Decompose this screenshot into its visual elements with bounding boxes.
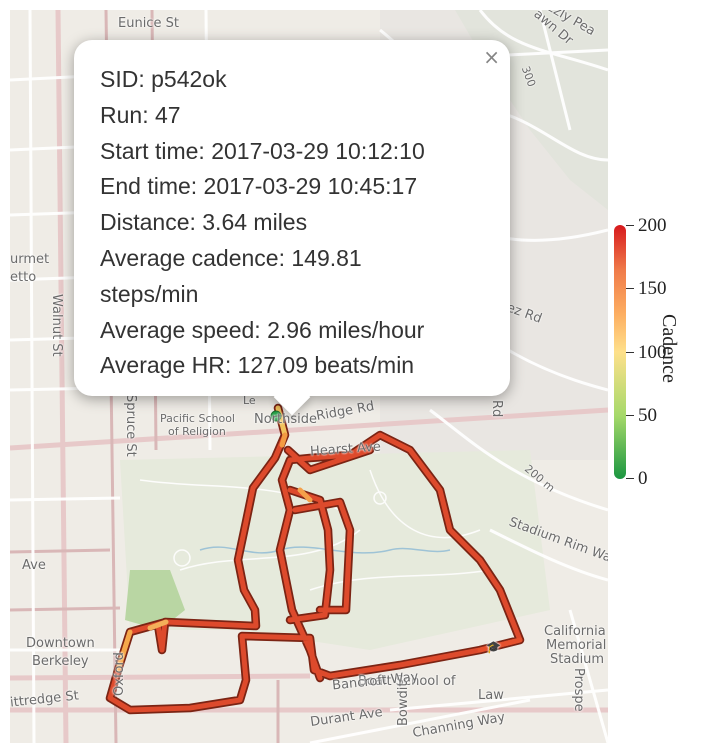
cadence-colorbar: 200 150 100 50 0 Cadence xyxy=(614,216,704,488)
street-label-eunice: Eunice St xyxy=(118,16,179,31)
street-label-le: Le xyxy=(243,394,256,407)
street-label-bowditch: Bowdit xyxy=(396,681,411,726)
place-label-memorial-1: California xyxy=(544,624,606,639)
street-label-prospect: Prospe xyxy=(571,668,586,712)
school-icon: 🎓 xyxy=(486,640,501,654)
place-label-memorial-2: Memorial xyxy=(546,638,607,653)
colorbar-tick-100: 100 xyxy=(638,342,667,363)
popup-distance: Distance: 3.64 miles xyxy=(100,209,308,236)
popup-hr: Average HR: 127.09 beats/min xyxy=(100,352,415,379)
street-label-northside: Northside xyxy=(254,412,317,427)
colorbar-tick-0: 0 xyxy=(638,468,648,489)
popup-end-time: End time: 2017-03-29 10:45:17 xyxy=(100,173,418,200)
street-label-walnut: Walnut St xyxy=(49,294,64,357)
map[interactable]: Eunice St zzly Pea awn Dr 300 urmet etto… xyxy=(10,10,608,743)
colorbar-tick-50: 50 xyxy=(638,405,657,426)
popup-sid: SID: p542ok xyxy=(100,66,227,92)
street-label-spruce: Spruce St xyxy=(123,394,138,457)
popup-speed: Average speed: 2.96 miles/hour xyxy=(100,316,425,343)
popup-content: SID: p542ok Run: 47 Start time: 2017-03-… xyxy=(100,62,490,384)
colorbar-tick-150: 150 xyxy=(638,278,667,299)
popup-start-time: Start time: 2017-03-29 10:12:10 xyxy=(100,137,425,164)
street-label-rd: Rd xyxy=(489,400,504,418)
place-label-pacific-1: Pacific School xyxy=(160,412,235,425)
place-label-pacific-2: of Religion xyxy=(168,425,226,438)
run-route[interactable] xyxy=(10,10,608,743)
route-info-popup: × SID: p542ok Run: 47 Start time: 2017-0… xyxy=(74,40,510,416)
colorbar-gradient xyxy=(614,225,626,479)
place-label-downtown-1: Downtown xyxy=(26,636,95,651)
place-label-memorial-3: Stadium xyxy=(550,652,605,667)
close-icon[interactable]: × xyxy=(483,45,500,69)
popup-cadence: Average cadence: 149.81 steps/min xyxy=(100,244,362,307)
street-label-ave: Ave xyxy=(22,558,46,573)
street-label-gourmet: urmet xyxy=(10,252,50,267)
colorbar-title: Cadence xyxy=(658,314,680,383)
place-label-boalt-1: Boalt School of xyxy=(358,674,456,689)
street-label-oxford: Oxford xyxy=(112,652,127,696)
street-label-ghetto: etto xyxy=(10,270,37,285)
place-label-downtown-2: Berkeley xyxy=(32,654,89,669)
place-label-boalt-2: Law xyxy=(478,688,504,703)
popup-run: Run: 47 xyxy=(100,101,181,128)
colorbar-tick-200: 200 xyxy=(638,215,667,236)
